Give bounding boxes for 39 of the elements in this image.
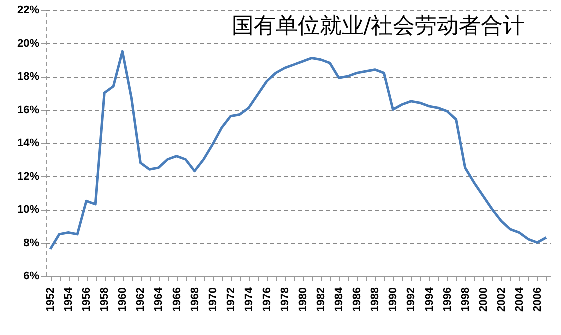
x-tick-label: 1990 <box>388 288 400 312</box>
x-tick-label: 1968 <box>189 288 202 312</box>
y-tick-label: 20% <box>17 38 40 50</box>
x-tick-label: 1972 <box>225 288 238 312</box>
y-tick-label: 12% <box>17 170 40 183</box>
y-tick-label: 6% <box>24 270 40 282</box>
x-tick-label: 1988 <box>370 288 382 312</box>
x-tick-label: 1966 <box>171 288 184 312</box>
x-tick-label: 1952 <box>45 288 58 312</box>
x-tick-label: 1996 <box>442 288 454 312</box>
y-tick-label: 22% <box>17 4 40 16</box>
line-series <box>49 50 548 251</box>
x-tick-label: 1994 <box>424 286 436 312</box>
x-tick-label: 2004 <box>514 286 526 312</box>
y-tick-label: 18% <box>17 71 40 83</box>
x-tick-label: 1970 <box>207 288 220 312</box>
x-tick-label: 1984 <box>334 286 346 312</box>
x-tick-label: 1980 <box>298 288 310 312</box>
x-tick-label: 1956 <box>81 288 94 312</box>
x-tick-label: 1992 <box>406 288 418 312</box>
x-tick-label: 1978 <box>279 288 292 312</box>
x-tick-label: 1958 <box>99 288 112 312</box>
y-tick-label: 8% <box>24 237 40 250</box>
y-tick-label: 10% <box>17 204 40 216</box>
x-tick-label: 2006 <box>532 288 544 312</box>
x-tick-label: 1960 <box>117 288 130 312</box>
x-tick-label: 2002 <box>496 288 508 312</box>
y-tick-label: 14% <box>17 138 40 150</box>
y-tick-label: 16% <box>17 104 40 116</box>
x-tick-label: 1998 <box>460 288 472 312</box>
x-tick-label: 2000 <box>478 288 490 312</box>
x-tick-label: 1964 <box>153 286 166 312</box>
x-tick-label: 1962 <box>135 288 148 312</box>
x-tick-label: 1974 <box>243 286 256 312</box>
x-tick-label: 1976 <box>261 288 274 312</box>
x-tick-label: 1954 <box>63 286 76 312</box>
x-tick-label: 1982 <box>316 288 328 312</box>
x-tick-label: 1986 <box>352 288 364 312</box>
chart-title: 国有单位就业/社会劳动者合计 <box>232 14 526 39</box>
